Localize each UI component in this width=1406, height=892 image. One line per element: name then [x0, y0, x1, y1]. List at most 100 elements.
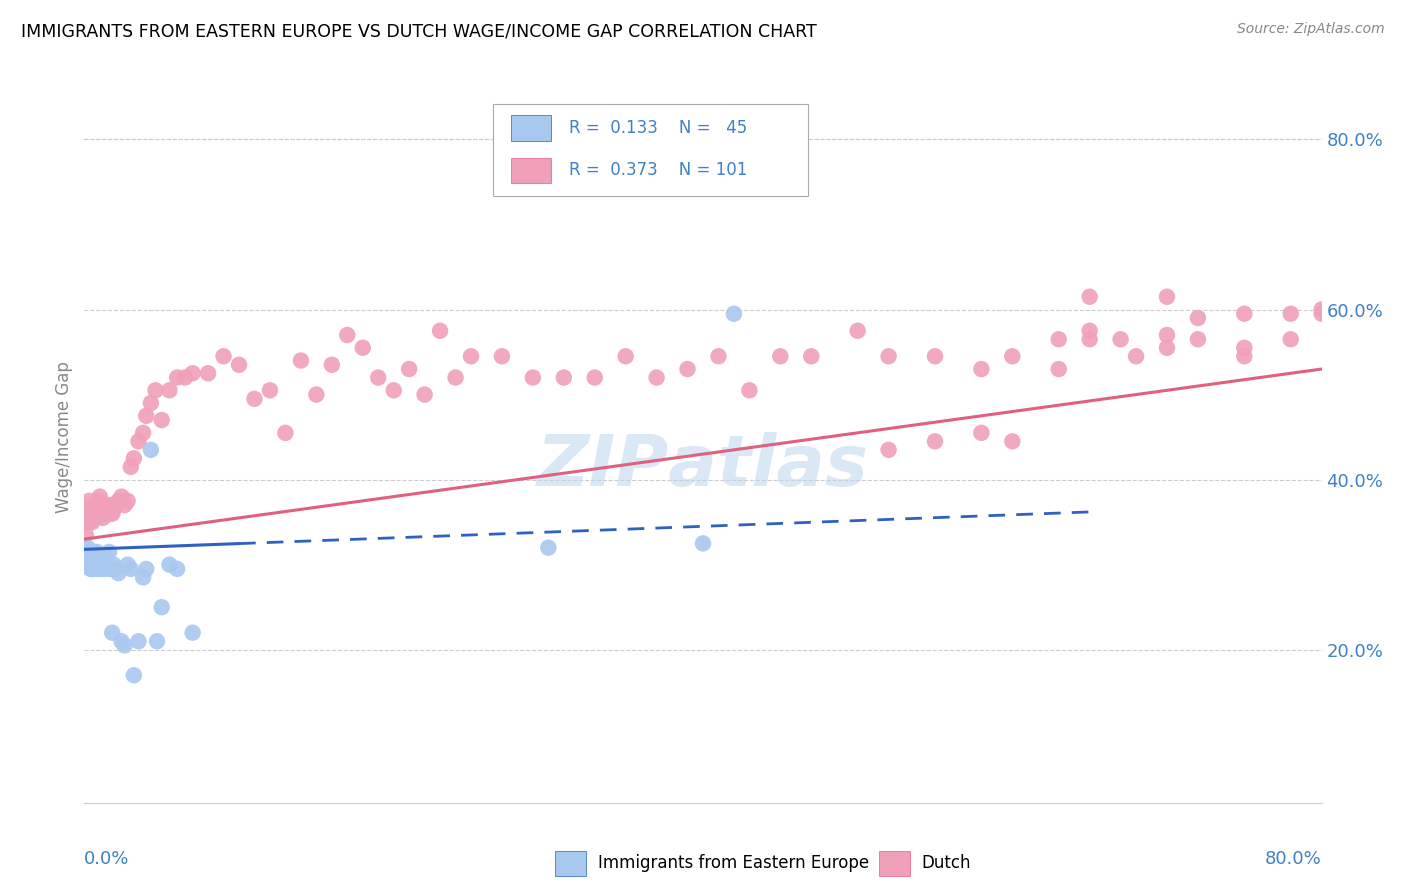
Point	[101, 507, 124, 521]
Point	[89, 549, 111, 563]
Point	[139, 396, 162, 410]
Point	[800, 349, 823, 363]
Point	[1279, 307, 1302, 321]
Point	[100, 507, 122, 521]
Point	[1125, 349, 1147, 363]
Point	[1310, 302, 1333, 317]
Point	[77, 515, 100, 529]
Point	[86, 498, 108, 512]
Point	[132, 570, 155, 584]
Point	[614, 349, 637, 363]
Text: R =  0.133    N =   45: R = 0.133 N = 45	[569, 119, 748, 137]
Point	[84, 498, 107, 512]
Text: Source: ZipAtlas.com: Source: ZipAtlas.com	[1237, 22, 1385, 37]
Point	[553, 370, 575, 384]
Point	[114, 639, 136, 653]
Point	[103, 558, 125, 572]
Point	[83, 545, 105, 559]
Point	[382, 384, 405, 398]
Point	[1047, 332, 1070, 346]
Point	[94, 507, 117, 521]
Point	[114, 498, 136, 512]
Point	[924, 349, 946, 363]
Point	[305, 387, 328, 401]
Point	[86, 545, 108, 559]
Point	[583, 370, 606, 384]
Point	[90, 507, 112, 521]
Point	[429, 324, 451, 338]
Text: R =  0.373    N = 101: R = 0.373 N = 101	[569, 161, 748, 179]
Point	[96, 562, 118, 576]
Point	[100, 562, 122, 576]
Point	[83, 553, 105, 567]
Point	[127, 434, 149, 449]
Point	[83, 507, 105, 521]
Point	[77, 545, 100, 559]
Point	[135, 562, 157, 576]
Point	[398, 362, 420, 376]
Point	[1233, 307, 1256, 321]
Point	[166, 562, 188, 576]
Point	[1187, 332, 1209, 346]
FancyBboxPatch shape	[512, 115, 551, 141]
Point	[79, 549, 101, 563]
Point	[101, 625, 124, 640]
Point	[491, 349, 513, 363]
Point	[522, 370, 544, 384]
Point	[89, 502, 111, 516]
Point	[75, 528, 97, 542]
Point	[352, 341, 374, 355]
Point	[107, 494, 129, 508]
Text: 80.0%: 80.0%	[1265, 849, 1322, 868]
Point	[104, 498, 127, 512]
Point	[1187, 311, 1209, 326]
Point	[1156, 328, 1178, 343]
Point	[444, 370, 467, 384]
Point	[1233, 341, 1256, 355]
Point	[228, 358, 250, 372]
Point	[1279, 332, 1302, 346]
Point	[110, 634, 132, 648]
Point	[76, 541, 98, 555]
Point	[76, 502, 98, 516]
Point	[77, 558, 100, 572]
Point	[707, 349, 730, 363]
Point	[970, 362, 993, 376]
Point	[290, 353, 312, 368]
Point	[723, 307, 745, 321]
Point	[181, 366, 204, 380]
Point	[676, 362, 699, 376]
Point	[82, 562, 104, 576]
Point	[127, 634, 149, 648]
Point	[89, 490, 111, 504]
Point	[846, 324, 869, 338]
Point	[1109, 332, 1132, 346]
Point	[90, 558, 112, 572]
Point	[1078, 290, 1101, 304]
Point	[460, 349, 482, 363]
Point	[243, 392, 266, 406]
Point	[75, 558, 97, 572]
Point	[145, 384, 167, 398]
Point	[122, 668, 145, 682]
Point	[146, 634, 169, 648]
Point	[77, 494, 100, 508]
Point	[1001, 434, 1024, 449]
Point	[367, 370, 389, 384]
Point	[970, 425, 993, 440]
Point	[91, 511, 114, 525]
Point	[1310, 307, 1333, 321]
Point	[93, 498, 115, 512]
Point	[94, 558, 117, 572]
Point	[86, 558, 108, 572]
Point	[259, 384, 281, 398]
FancyBboxPatch shape	[512, 158, 551, 183]
Text: IMMIGRANTS FROM EASTERN EUROPE VS DUTCH WAGE/INCOME GAP CORRELATION CHART: IMMIGRANTS FROM EASTERN EUROPE VS DUTCH …	[21, 22, 817, 40]
Y-axis label: Wage/Income Gap: Wage/Income Gap	[55, 361, 73, 513]
Point	[110, 490, 132, 504]
Point	[321, 358, 343, 372]
Point	[82, 507, 104, 521]
Point	[84, 511, 107, 525]
Point	[87, 494, 110, 508]
Point	[274, 425, 297, 440]
